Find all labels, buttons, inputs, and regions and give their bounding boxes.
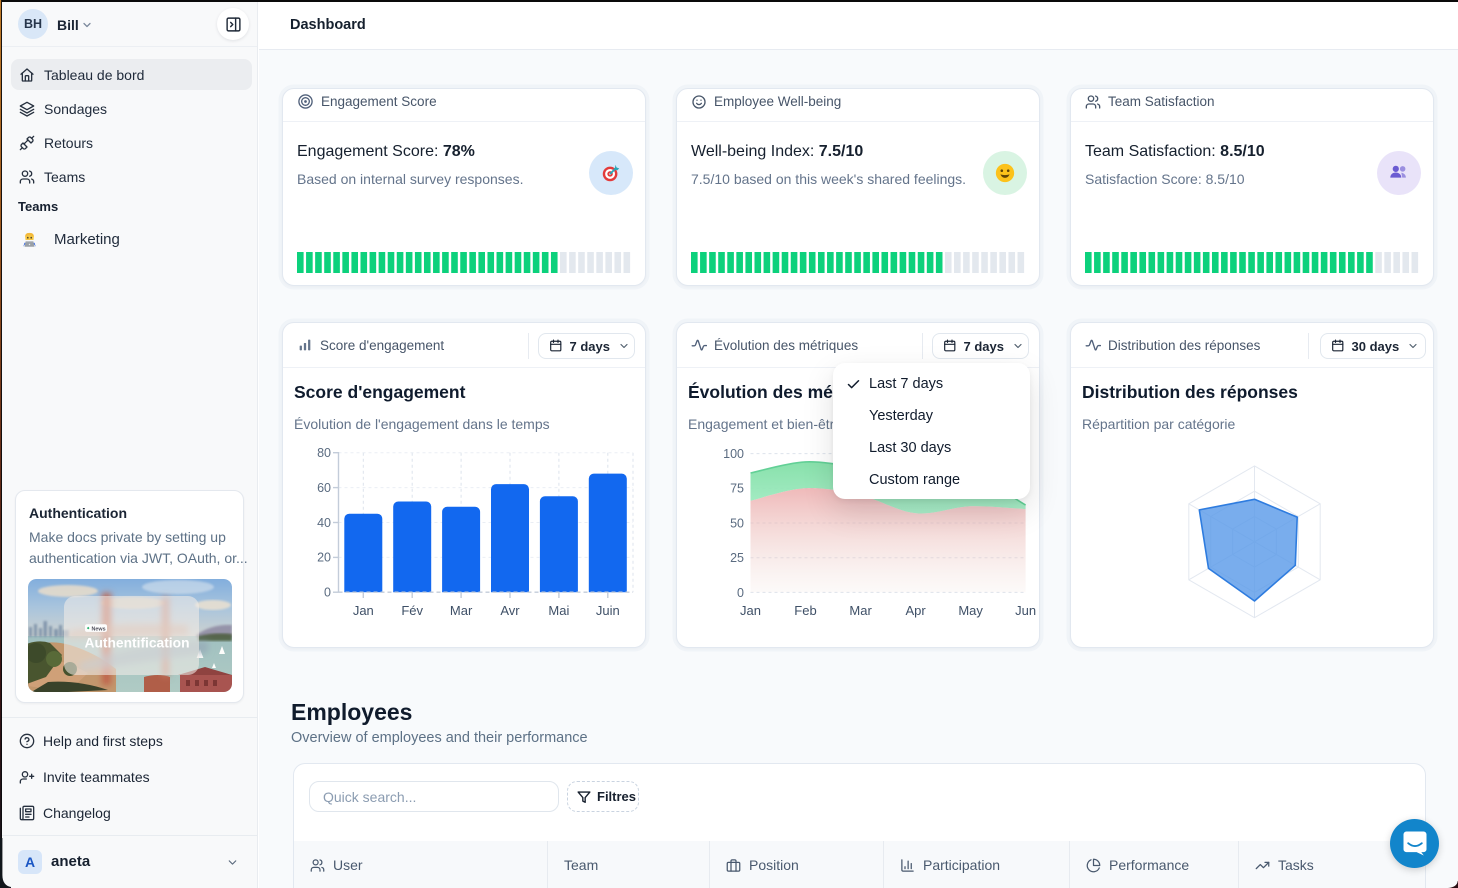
svg-text:100: 100 [723,447,744,461]
svg-text:20: 20 [317,551,331,565]
svg-text:May: May [958,603,983,618]
svg-text:0: 0 [324,586,331,600]
svg-text:Jun: Jun [1015,603,1036,618]
svg-text:60: 60 [317,481,331,495]
svg-text:News: News [92,626,106,632]
svg-text:Mai: Mai [548,603,569,618]
svg-text:80: 80 [317,446,331,460]
svg-text:Fév: Fév [401,603,423,618]
svg-text:Apr: Apr [905,603,926,618]
svg-text:Juin: Juin [596,603,620,618]
svg-text:Authentification: Authentification [85,636,190,651]
svg-text:Avr: Avr [500,603,520,618]
svg-text:75: 75 [730,482,744,496]
svg-text:Jan: Jan [740,603,761,618]
svg-text:25: 25 [730,551,744,565]
svg-text:0: 0 [737,586,744,600]
svg-text:40: 40 [317,516,331,530]
svg-text:Mar: Mar [450,603,473,618]
svg-text:Jan: Jan [353,603,374,618]
svg-text:Feb: Feb [794,603,816,618]
svg-text:50: 50 [730,516,744,530]
svg-text:Mar: Mar [849,603,872,618]
